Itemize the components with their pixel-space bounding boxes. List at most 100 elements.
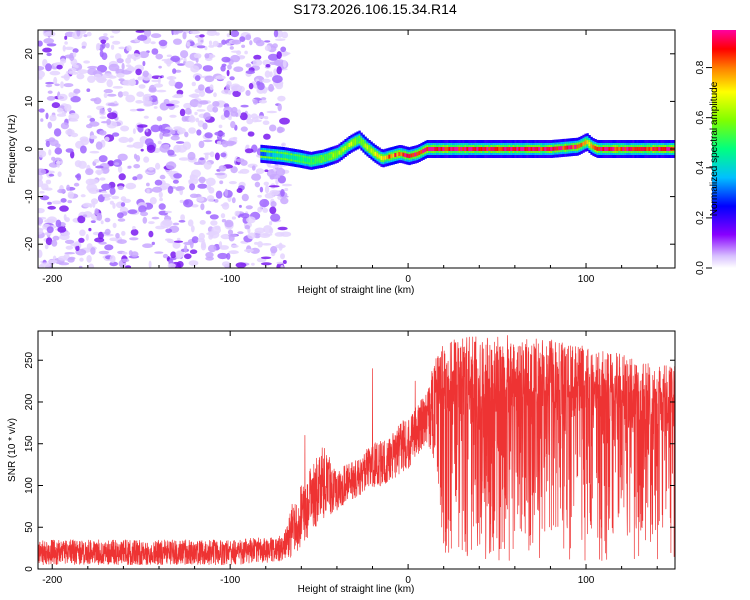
noise-blob [179, 199, 184, 204]
ridge-cell [514, 147, 517, 151]
noise-blob [269, 124, 277, 132]
noise-blob [261, 78, 271, 83]
noise-blob [136, 91, 145, 97]
noise-blob [183, 102, 192, 109]
noise-blob [245, 63, 252, 68]
noise-blob [99, 108, 105, 114]
noise-blob [126, 45, 132, 52]
ridge-cell [272, 153, 275, 157]
colorbar-label: Normalized spectral amplitude [709, 81, 720, 216]
noise-blob [176, 237, 181, 241]
x-tick-label: 0 [405, 575, 411, 586]
noise-blob [61, 231, 71, 237]
noise-blob [186, 41, 191, 47]
noise-blob [117, 153, 128, 161]
ridge-cell [288, 155, 291, 159]
noise-blob [138, 84, 146, 89]
noise-blob [48, 173, 55, 177]
ridge-cell [462, 147, 465, 151]
noise-blob [188, 178, 199, 185]
noise-blob [189, 173, 195, 181]
noise-blob [125, 57, 131, 64]
ridge-cell [432, 147, 435, 151]
noise-blob [257, 241, 263, 248]
noise-blob [172, 222, 180, 226]
ridge-cell [320, 157, 323, 161]
noise-blob [127, 165, 132, 169]
noise-blob [142, 216, 148, 224]
noise-blob [89, 117, 96, 123]
ridge-cell [524, 147, 527, 151]
noise-blob [221, 63, 227, 67]
ridge-cell [638, 147, 641, 151]
noise-blob [241, 44, 246, 48]
noise-blob [276, 66, 282, 75]
noise-blob [107, 108, 112, 111]
noise-blob [253, 232, 261, 239]
noise-blob [43, 38, 55, 44]
noise-blob [173, 173, 183, 179]
noise-blob [280, 46, 287, 53]
noise-blob [231, 197, 236, 204]
noise-blob [247, 131, 255, 137]
noise-blob [138, 205, 147, 213]
noise-blob [138, 51, 149, 59]
noise-blob [184, 244, 188, 253]
noise-blob [66, 184, 70, 191]
noise-blob [109, 187, 116, 195]
noise-blob [237, 85, 245, 93]
noise-blob [86, 124, 93, 129]
noise-blob [203, 161, 212, 170]
noise-blob [239, 112, 248, 121]
noise-blob [151, 79, 161, 83]
noise-blob [220, 152, 227, 158]
noise-blob [282, 260, 287, 264]
noise-blob [277, 103, 282, 112]
snr-y-label: SNR (10 * v/v) [7, 418, 18, 482]
ridge-cell [484, 147, 487, 151]
noise-blob [149, 197, 157, 205]
noise-blob [64, 104, 72, 112]
ridge-cell [346, 144, 349, 149]
noise-blob [86, 255, 92, 263]
noise-blob [196, 45, 206, 49]
ridge-cell [650, 147, 653, 151]
ridge-cell [510, 147, 513, 151]
noise-blob [160, 129, 171, 134]
noise-blob [202, 122, 208, 130]
noise-blob [111, 30, 121, 34]
noise-blob [121, 251, 128, 255]
ridge-cell [412, 153, 415, 157]
noise-blob [217, 252, 228, 260]
noise-blob [143, 30, 152, 38]
noise-blob [260, 97, 267, 101]
noise-blob [159, 197, 164, 202]
ridge-cell [394, 153, 397, 157]
noise-blob [143, 102, 153, 107]
noise-blob [116, 72, 125, 78]
noise-blob [203, 112, 211, 121]
noise-blob [245, 205, 253, 210]
noise-blob [218, 165, 227, 172]
noise-blob [250, 247, 260, 254]
ridge-cell [554, 146, 557, 151]
noise-blob [128, 137, 134, 142]
noise-blob [156, 89, 167, 93]
noise-blob [38, 108, 45, 113]
noise-blob [169, 114, 177, 118]
noise-blob [226, 42, 231, 46]
ridge-cell [316, 157, 319, 162]
noise-blob [142, 94, 150, 103]
noise-blob [118, 46, 126, 50]
noise-blob [259, 233, 271, 238]
noise-blob [190, 225, 195, 233]
noise-blob [195, 56, 199, 63]
noise-blob [241, 193, 249, 202]
noise-blob [57, 108, 64, 113]
noise-blob [157, 140, 162, 145]
noise-blob [223, 110, 230, 118]
noise-blob [90, 98, 98, 102]
noise-blob [38, 227, 44, 235]
noise-blob [112, 132, 120, 137]
noise-blob [78, 237, 85, 243]
